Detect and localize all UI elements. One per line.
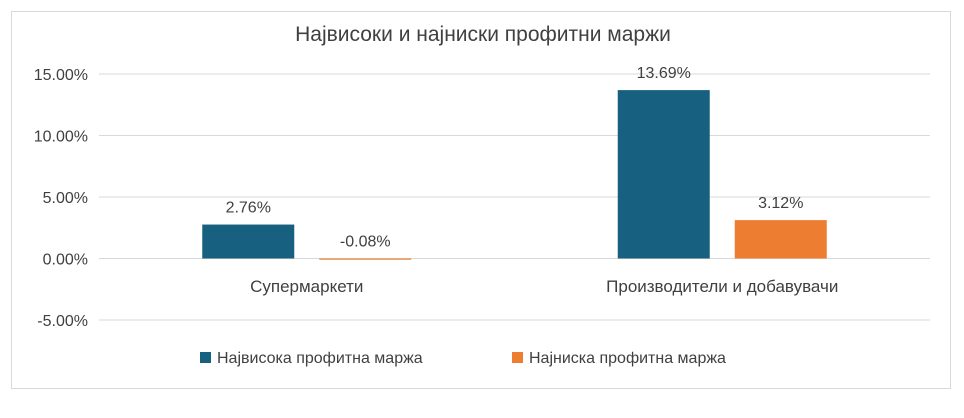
category-label: Производители и добавувачи — [606, 277, 838, 296]
legend-label: Најниска профитна маржа — [529, 350, 726, 367]
bars: 2.76% -0.08% 13.69% 3.12% — [202, 65, 827, 260]
bar — [319, 258, 412, 260]
y-tick-label: 10.00% — [34, 129, 88, 146]
legend-label: Највисока профитна маржа — [217, 350, 423, 367]
y-tick-label: -5.00% — [37, 313, 88, 330]
legend: Највисока профитна маржа Најниска профитн… — [200, 350, 726, 367]
y-tick-label: 0.00% — [43, 252, 88, 269]
category-labels: Супермаркети Производители и добавувачи — [250, 277, 838, 296]
legend-swatch — [512, 352, 523, 363]
bar — [202, 224, 295, 259]
bar — [734, 220, 827, 259]
data-label: 2.76% — [226, 200, 271, 217]
y-axis-ticks: 15.00% 10.00% 5.00% 0.00% -5.00% — [34, 67, 88, 330]
data-label: 13.69% — [637, 65, 691, 82]
y-tick-label: 15.00% — [34, 67, 88, 84]
category-label: Супермаркети — [250, 277, 363, 296]
data-label: 3.12% — [758, 195, 803, 212]
gridlines — [99, 73, 930, 321]
chart-title: Највисоки и најниски профитни маржи — [295, 23, 671, 46]
legend-swatch — [200, 352, 211, 363]
bar — [617, 90, 710, 259]
data-label: -0.08% — [340, 234, 391, 251]
y-tick-label: 5.00% — [43, 190, 88, 207]
